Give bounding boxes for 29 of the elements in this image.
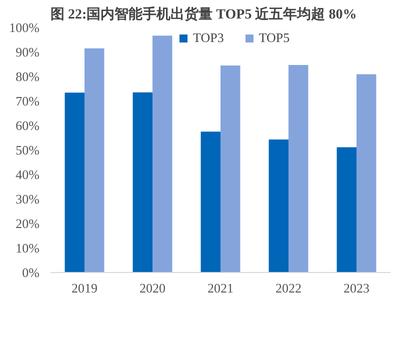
- y-tick-label: 60%: [16, 118, 40, 133]
- chart-title: 图 22:国内智能手机出货量 TOP5 近五年均超 80%: [50, 6, 357, 22]
- y-tick-label: 0%: [22, 265, 40, 280]
- y-tick-label: 80%: [16, 69, 40, 84]
- x-tick-label: 2022: [276, 280, 302, 296]
- bar: [200, 132, 220, 272]
- bar: [356, 74, 376, 272]
- y-tick-label: 40%: [16, 167, 40, 182]
- x-tick-label: 2021: [208, 280, 234, 296]
- y-tick-label: 100%: [9, 20, 40, 35]
- y-tick-label: 50%: [16, 142, 40, 158]
- y-tick-label: 20%: [16, 216, 40, 231]
- legend-label: TOP5: [258, 30, 290, 46]
- bar: [288, 64, 308, 272]
- x-tick-label: 2019: [72, 280, 98, 296]
- y-tick-label: 90%: [16, 44, 40, 60]
- y-tick-label: 10%: [16, 240, 40, 256]
- x-tick-label: 2023: [344, 280, 370, 296]
- bar: [220, 65, 240, 272]
- bar: [268, 139, 288, 272]
- bar: [132, 92, 152, 272]
- bar: [152, 36, 172, 272]
- bar: [336, 147, 356, 272]
- legend-label: TOP3: [193, 30, 224, 46]
- bar: [84, 48, 104, 272]
- y-tick-label: 70%: [16, 94, 40, 108]
- y-tick-label: 30%: [16, 192, 40, 206]
- x-tick-label: 2020: [140, 280, 166, 296]
- bar: [64, 92, 84, 272]
